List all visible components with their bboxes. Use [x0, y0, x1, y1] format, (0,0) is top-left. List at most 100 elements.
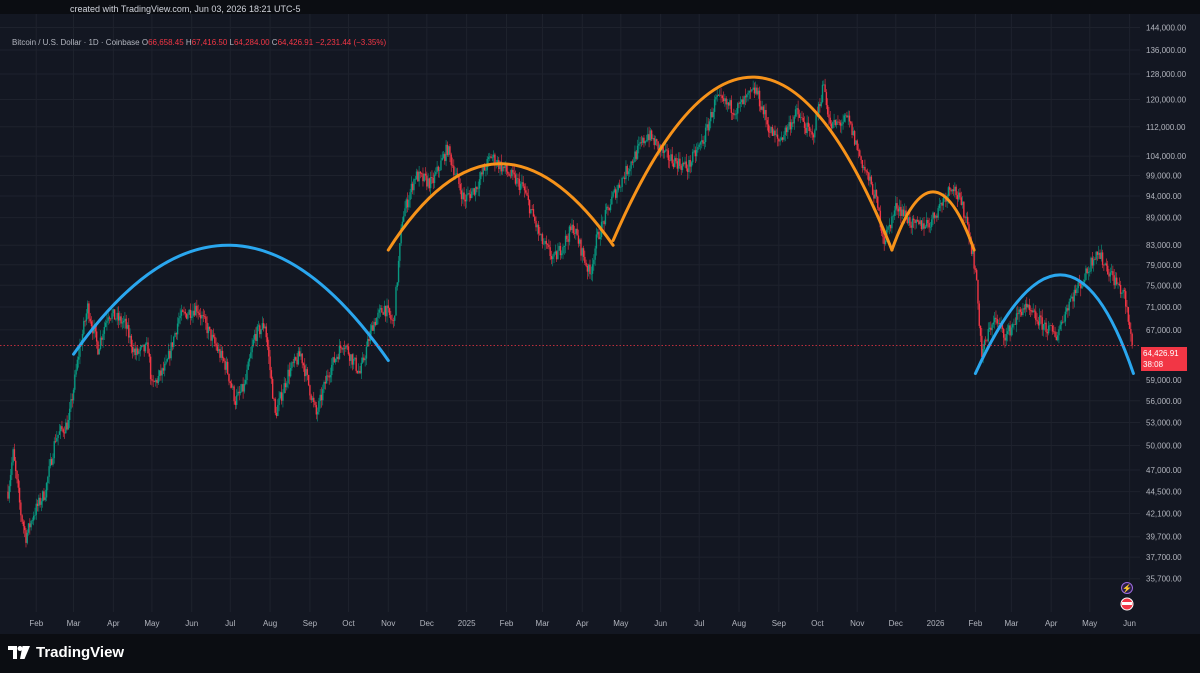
- candle-body: [44, 497, 46, 500]
- candle-body: [972, 250, 974, 254]
- candle-body: [143, 344, 145, 352]
- low-key: L: [229, 38, 234, 47]
- candle-body: [535, 220, 537, 228]
- price-tick-label: 44,500.00: [1146, 488, 1182, 497]
- candle-body: [1041, 317, 1043, 330]
- candle-body: [319, 394, 321, 402]
- candle-body: [7, 491, 9, 499]
- candle-body: [411, 183, 414, 191]
- candle-body: [936, 215, 938, 218]
- candle-body: [978, 303, 980, 326]
- candle-body: [1045, 322, 1047, 332]
- candle-body: [788, 122, 790, 127]
- candle-body: [83, 321, 85, 334]
- candle-body: [1033, 310, 1036, 312]
- candle-body: [631, 161, 634, 163]
- candle-body: [862, 166, 865, 169]
- candle-body: [1020, 311, 1023, 316]
- candle-body: [1026, 303, 1028, 308]
- candle-body: [1130, 328, 1132, 334]
- candle-body: [856, 140, 858, 150]
- candle-body: [401, 221, 404, 228]
- time-tick-label: May: [144, 619, 159, 628]
- candle-body: [284, 383, 287, 388]
- time-axis: Feb Mar Apr May Jun Jul Aug Sep Oct Nov Dec 2025 Feb…: [29, 619, 1136, 628]
- candle-body: [1035, 311, 1037, 320]
- candle-body: [283, 383, 285, 394]
- candle-body: [385, 305, 387, 317]
- candle-body: [306, 369, 309, 375]
- candle-body: [970, 241, 973, 254]
- candle-body: [47, 476, 49, 484]
- candle-body: [534, 216, 536, 221]
- chart-area[interactable]: 144,000.00 136,000.00 128,000.00 120,000.00…: [0, 14, 1200, 634]
- candle-body: [346, 345, 348, 347]
- candle-body: [975, 269, 978, 280]
- candle-body: [467, 193, 469, 195]
- candle-body: [315, 405, 318, 415]
- candle-body: [88, 303, 90, 319]
- candle-body: [149, 356, 152, 380]
- candle-body: [423, 173, 425, 182]
- chart-svg[interactable]: 144,000.00 136,000.00 128,000.00 120,000.00…: [0, 14, 1200, 634]
- candle-body: [232, 386, 234, 388]
- created-with-text: created with TradingView.com, Jun 03, 20…: [70, 4, 301, 14]
- candle-body: [268, 346, 270, 357]
- candle-body: [865, 170, 867, 172]
- candle-body: [557, 250, 559, 260]
- candle-body: [1125, 291, 1127, 307]
- candle-body: [338, 345, 341, 360]
- candle-body: [25, 530, 27, 543]
- candle-body: [1023, 308, 1025, 310]
- candle-body: [819, 104, 821, 107]
- candle-body: [248, 358, 251, 362]
- candle-body: [647, 134, 649, 141]
- annotation-arc: [973, 273, 1135, 375]
- candle-body: [189, 309, 192, 318]
- candle-body: [1109, 272, 1112, 277]
- candle-body: [103, 326, 106, 334]
- candle-body: [900, 206, 902, 216]
- candle-body: [65, 422, 67, 434]
- candle-body: [670, 154, 672, 161]
- candle-body: [43, 491, 45, 500]
- candle-body: [916, 220, 919, 222]
- candle-body: [193, 310, 195, 316]
- candle-body: [427, 178, 429, 187]
- candle-body: [413, 179, 415, 191]
- price-tick-label: 75,000.00: [1146, 281, 1182, 290]
- candle-body: [320, 394, 323, 401]
- candle-body: [15, 460, 17, 472]
- candle-body: [311, 397, 314, 401]
- candle-body: [68, 408, 71, 420]
- open-key: O: [141, 38, 149, 47]
- tradingview-logo[interactable]: TradingView: [8, 644, 124, 661]
- candle-body: [323, 381, 325, 390]
- last-price-value: 64,426.91: [1143, 349, 1179, 358]
- price-tick-label: 128,000.00: [1146, 70, 1187, 79]
- candle-body: [277, 405, 279, 416]
- time-tick-label: Aug: [263, 619, 277, 628]
- candle-body: [685, 161, 688, 169]
- candle-body: [716, 95, 718, 97]
- candle-body: [996, 319, 998, 324]
- candle-body: [884, 240, 887, 245]
- candle-body: [806, 122, 808, 134]
- candle-body: [766, 120, 768, 125]
- candle-body: [528, 200, 531, 214]
- candle-body: [761, 106, 763, 110]
- candle-body: [883, 236, 885, 245]
- candle-body: [517, 178, 519, 179]
- candle-body: [650, 130, 653, 139]
- candle-body: [1114, 277, 1117, 286]
- candle-body: [868, 172, 870, 181]
- candle-body: [954, 186, 956, 192]
- candle-body: [372, 325, 374, 331]
- candle-body: [744, 96, 747, 98]
- candle-body: [1015, 313, 1018, 325]
- candle-body: [552, 256, 554, 260]
- candle-body: [296, 359, 298, 365]
- change-value: −2,231.44 (−3.35%): [315, 38, 387, 47]
- candle-body: [278, 398, 280, 406]
- candle-body: [104, 322, 107, 327]
